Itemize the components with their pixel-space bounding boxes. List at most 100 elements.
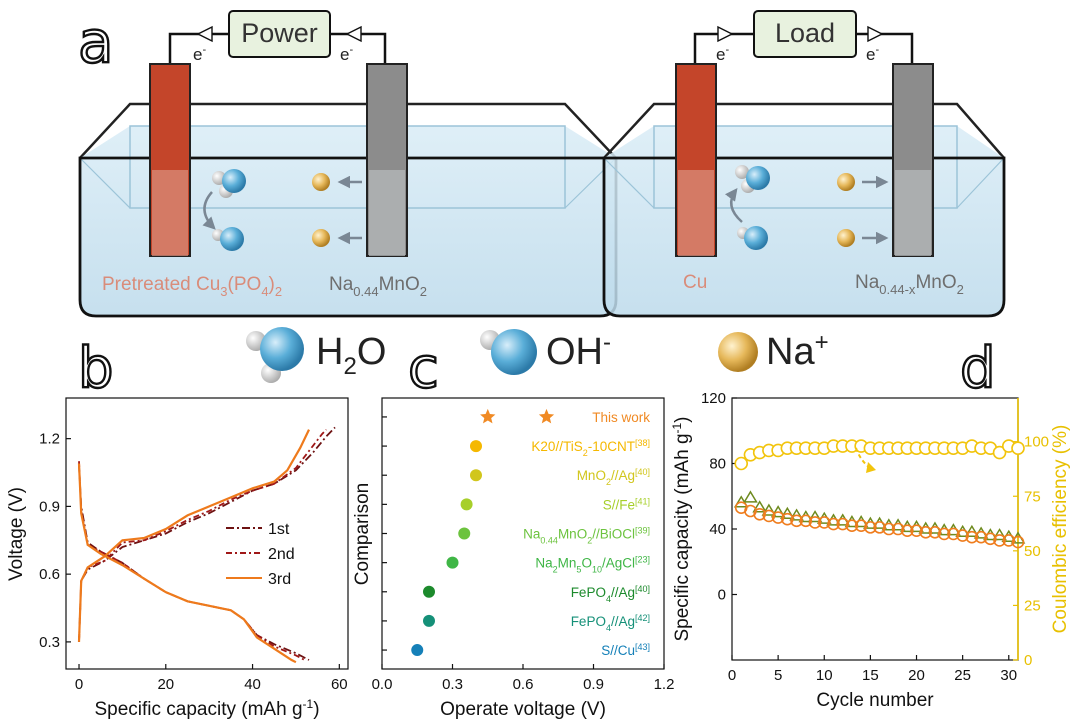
legend-label: 2nd xyxy=(268,546,295,563)
water-molecule-icon xyxy=(212,169,246,198)
capacity-discharge-point xyxy=(836,517,850,531)
data-point xyxy=(411,644,424,657)
sodium-ion-icon xyxy=(312,173,330,191)
capacity-discharge-point xyxy=(965,530,979,544)
electron-label: e- xyxy=(340,44,353,64)
svg-text:OH-: OH- xyxy=(546,329,611,373)
y-tick-label: 0.9 xyxy=(39,498,60,515)
data-point xyxy=(423,614,435,627)
capacity-charge-point xyxy=(992,528,1007,541)
capacity-discharge-point xyxy=(864,521,877,534)
point-label: FePO4//Ag[40] xyxy=(571,584,650,604)
data-point xyxy=(460,498,473,511)
x-tick-label: 0 xyxy=(728,667,736,684)
data-point xyxy=(470,469,482,482)
x-tick-label: 60 xyxy=(331,676,348,693)
panel-a-letter: a xyxy=(78,8,114,76)
capacity-discharge-point xyxy=(919,525,933,539)
wire-arrow-icon xyxy=(717,25,734,43)
y-tick-label: 40 xyxy=(709,521,726,538)
capacity-discharge-point xyxy=(1011,535,1025,549)
x-axis-label: Operate voltage (V) xyxy=(440,699,606,720)
x-tick-label: 20 xyxy=(908,667,925,684)
x-tick-label: 25 xyxy=(954,667,971,684)
electron-label: e- xyxy=(193,44,206,64)
sodium-ion-icon xyxy=(312,229,330,247)
legend-water: H2O xyxy=(246,327,386,383)
capacity-discharge-point xyxy=(873,521,886,534)
panel-c-comparison-chart: 0.0 0.3 0.6 0.9 1.2 This work K20//TiS2-10CNT… xyxy=(352,397,674,720)
point-label: S//Fe[41] xyxy=(603,496,650,512)
y2-tick-label: 25 xyxy=(1024,597,1041,614)
capacity-discharge-point xyxy=(845,519,859,533)
electron-label: e- xyxy=(716,44,729,64)
sodium-ion-icon xyxy=(718,332,758,372)
capacity-discharge-point xyxy=(882,522,896,536)
pretreated-electrode-label: Pretreated Cu3(PO4)2 xyxy=(102,274,282,299)
capacity-discharge-point xyxy=(937,527,951,541)
data-point xyxy=(470,440,482,453)
data-point-star xyxy=(480,408,496,424)
point-label: S//Cu[43] xyxy=(601,642,650,658)
hydroxide-icon xyxy=(737,226,768,250)
capacity-charge-point xyxy=(780,506,795,520)
panel-b-voltage-chart: 0 20 40 60 0.3 0.6 0.9 1.2 1st 2nd 3rd Voltage (V… xyxy=(6,397,349,720)
nax-mno2-electrode-label: Na0.44-xMnO2 xyxy=(855,272,964,297)
x-axis-label: Specific capacity (mAh g-1) xyxy=(94,697,319,720)
point-label: Na2Mn5O10/AgCl[23] xyxy=(535,555,650,575)
legend-label: 1st xyxy=(268,521,290,538)
x-tick-label: 10 xyxy=(816,667,833,684)
point-label: This work xyxy=(592,410,650,425)
legend-hydroxide: OH- xyxy=(480,329,611,375)
capacity-discharge-point xyxy=(928,525,942,539)
y-axis-label: Comparison xyxy=(352,483,373,585)
wire-arrow-icon xyxy=(196,25,213,43)
y-axis-label: Specific capacity (mAh g-1) xyxy=(672,416,693,641)
hydroxide-icon xyxy=(212,227,244,251)
capacity-charge-point xyxy=(807,510,823,523)
legend-sodium: Na+ xyxy=(718,329,829,373)
svg-text:H2O: H2O xyxy=(316,331,386,380)
capacity-discharge-point xyxy=(1002,534,1016,547)
panel-c-letter: c xyxy=(408,336,439,395)
panel-b-letter: b xyxy=(78,336,114,395)
capacity-discharge-point xyxy=(781,512,794,526)
sodium-ion-icon xyxy=(837,173,855,191)
y2-tick-label: 50 xyxy=(1024,543,1041,560)
capacity-discharge-point xyxy=(808,516,822,529)
x-tick-label: 0.6 xyxy=(513,676,534,693)
panel-letters: b c d xyxy=(77,335,997,395)
capacity-discharge-point xyxy=(947,527,960,541)
capacity-discharge-point xyxy=(974,530,988,544)
species-legend: H2O OH- Na+ xyxy=(246,327,829,383)
series-1st-charge-line xyxy=(78,426,336,642)
y-tick-label: 0.6 xyxy=(39,566,60,583)
left-electrochemical-cell: Power e- e- Pretreated Cu3(PO4)2 Na0.44M… xyxy=(78,10,618,318)
load-box xyxy=(753,10,857,58)
water-molecule-icon xyxy=(735,165,770,193)
x-tick-label: 15 xyxy=(862,667,879,684)
y2-tick-label: 100 xyxy=(1024,434,1049,451)
capacity-discharge-point xyxy=(753,507,766,521)
point-label: Na0.44MnO2//BiOCl[39] xyxy=(523,526,650,546)
x-tick-label: 0.3 xyxy=(442,676,463,693)
capacity-discharge-point xyxy=(827,517,840,531)
capacity-discharge-point xyxy=(891,522,905,536)
point-label: FePO4//Ag[42] xyxy=(571,613,650,633)
capacity-discharge-point xyxy=(790,514,803,528)
efficiency-point xyxy=(992,445,1007,460)
capacity-charge-point xyxy=(743,490,758,503)
y-tick-label: 80 xyxy=(709,456,726,473)
y-tick-label: 1.2 xyxy=(39,431,60,448)
y2-tick-label: 0 xyxy=(1024,652,1032,669)
y2-tick-label: 75 xyxy=(1024,488,1041,505)
y2-axis-label: Coulombic efficiency (%) xyxy=(1050,425,1071,634)
capacity-discharge-point xyxy=(762,509,776,523)
x-axis-label: Cycle number xyxy=(816,690,934,711)
x-tick-label: 0.0 xyxy=(372,676,393,693)
capacity-charge-point xyxy=(761,503,777,516)
data-point-star xyxy=(538,408,555,424)
capacity-discharge-point xyxy=(993,534,1006,547)
capacity-discharge-point xyxy=(771,511,785,524)
series-3rd-charge-line xyxy=(77,429,310,642)
